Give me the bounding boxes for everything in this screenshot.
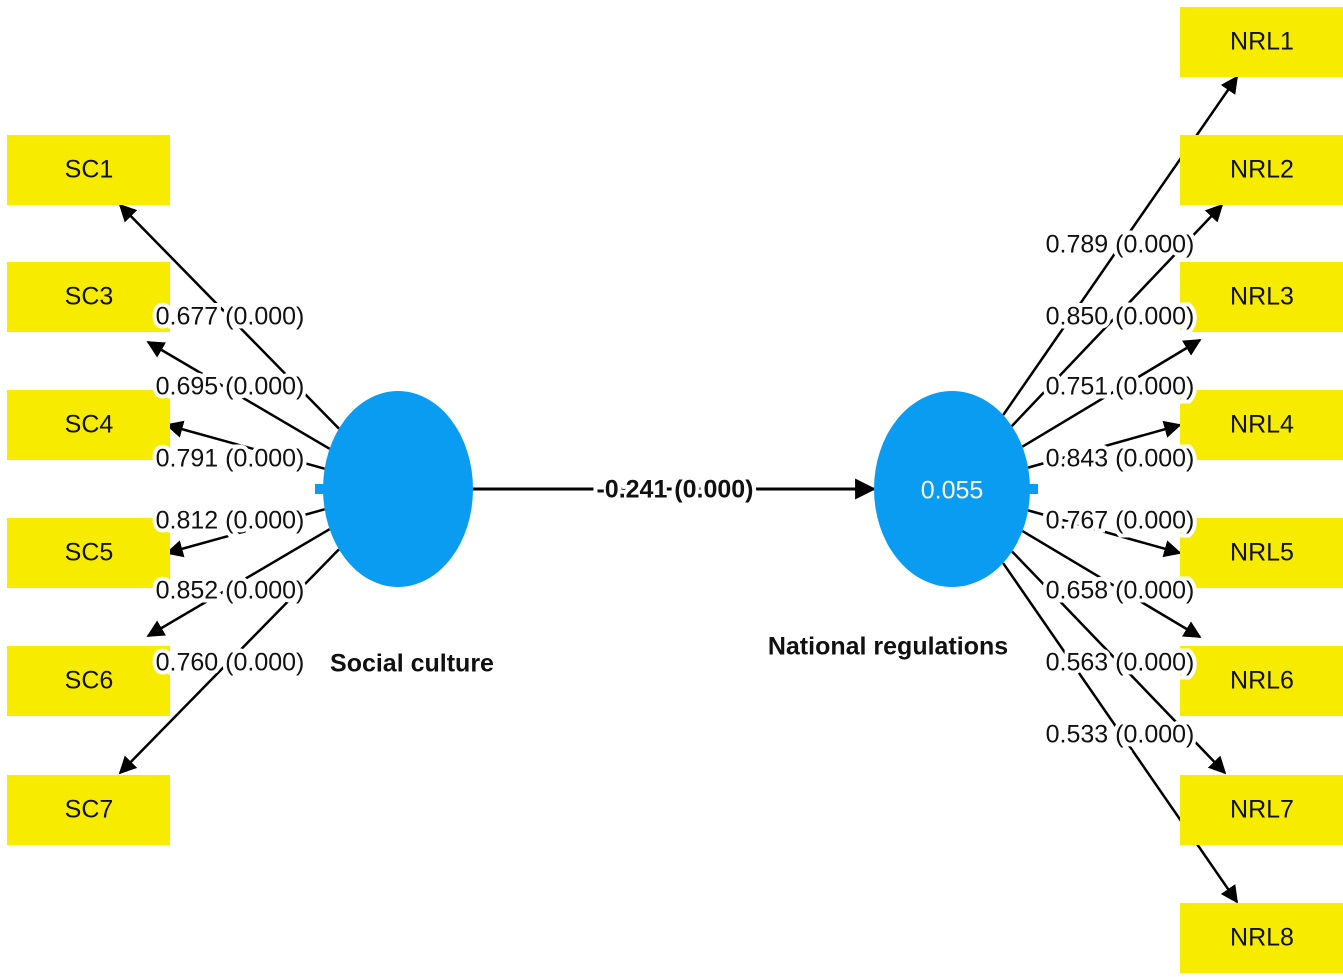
indicator-label: SC7 [65,796,114,824]
loading-arrow [146,528,331,638]
latent-node [874,391,1030,587]
latent-name: National regulations [768,633,1008,661]
indicator-label: NRL2 [1230,156,1294,184]
indicator-label: SC6 [65,667,114,695]
indicator-box [7,518,170,588]
loading-label: 0.658 (0.000) [1046,577,1195,605]
indicator-box [7,135,170,205]
indicator-label: SC1 [65,156,114,184]
loading-label: 0.677 (0.000) [156,303,305,331]
indicator-label: NRL1 [1230,28,1294,56]
loading-arrow [1027,420,1182,469]
indicator-label: NRL4 [1230,411,1294,439]
indicator-box [7,390,170,460]
loading-label: 0.751 (0.000) [1046,373,1195,401]
loading-arrow [165,420,325,470]
indicator-box [7,262,170,332]
indicator-box [1180,262,1343,332]
path-coefficient: -0.241 (0.000) [596,476,753,504]
loading-arrow [118,548,340,775]
loading-arrow [118,203,340,430]
latent-node [323,391,473,587]
indicator-label: SC3 [65,283,114,311]
r-squared: 0.055 [921,477,984,505]
indicator-box [1180,135,1343,205]
loading-label: 0.695 (0.000) [156,373,305,401]
indicator-box [1180,775,1343,845]
indicator-box [1180,903,1343,973]
indicator-label: NRL7 [1230,796,1294,824]
indicator-box [1180,518,1343,588]
loading-arrow [1021,338,1202,448]
loading-label: 0.791 (0.000) [156,445,305,473]
loading-arrow [165,508,325,558]
loading-arrow [1027,509,1182,558]
indicator-label: SC4 [65,411,114,439]
indicator-box [1180,646,1343,716]
loading-label: 0.789 (0.000) [1046,231,1195,259]
loading-label: 0.767 (0.000) [1046,507,1195,535]
indicator-label: NRL3 [1230,283,1294,311]
indicator-label: SC5 [65,539,114,567]
loading-arrow [1011,550,1227,775]
indicator-box [1180,390,1343,460]
indicator-box [1180,7,1343,77]
loading-arrow [146,340,331,450]
loading-label: 0.843 (0.000) [1046,445,1195,473]
loading-label: 0.852 (0.000) [156,577,305,605]
indicator-label: NRL6 [1230,667,1294,695]
indicator-label: NRL5 [1230,539,1294,567]
loading-arrow [1010,203,1224,427]
loading-label: 0.760 (0.000) [156,649,305,677]
indicator-label: NRL8 [1230,924,1294,952]
loading-label: 0.533 (0.000) [1046,721,1195,749]
loading-label: 0.812 (0.000) [156,507,305,535]
latent-name: Social culture [330,650,494,678]
loading-label: 0.850 (0.000) [1046,303,1195,331]
latent-handle [1028,484,1038,494]
latent-handle [315,484,325,494]
indicator-box [7,646,170,716]
loading-arrow [1002,75,1239,416]
loading-label: 0.563 (0.000) [1046,649,1195,677]
indicator-box [7,775,170,845]
loading-arrow [1021,529,1202,639]
loading-arrow [1002,562,1239,904]
